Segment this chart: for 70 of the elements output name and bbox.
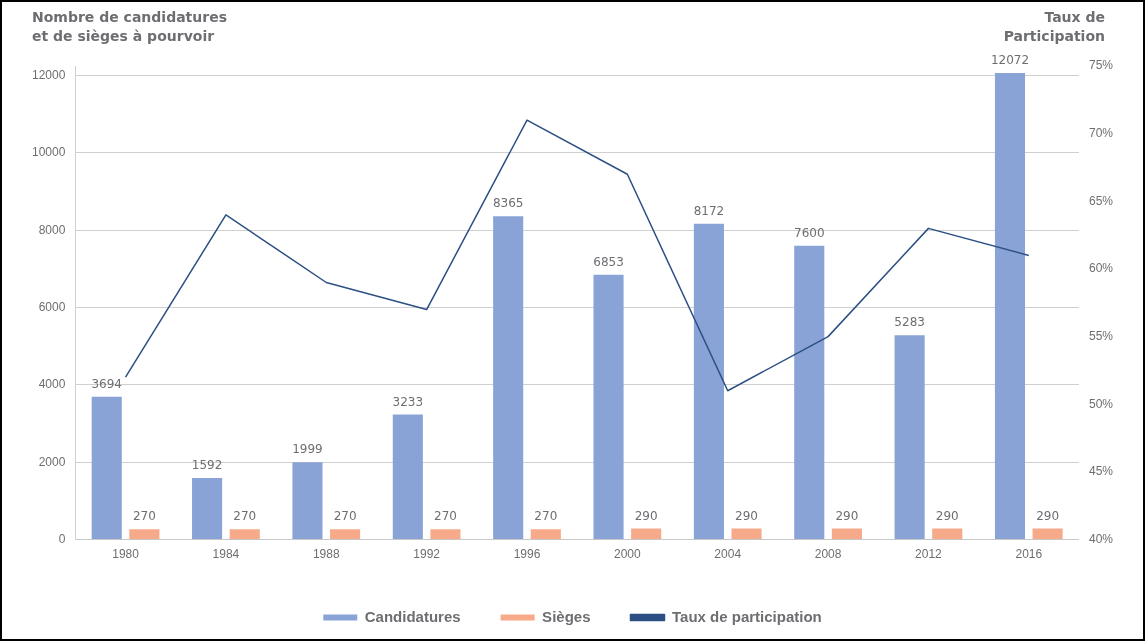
bar <box>192 478 223 540</box>
data-label: 270 <box>132 509 156 524</box>
bar <box>994 72 1026 540</box>
y-tick-label: 12000 <box>31 67 66 82</box>
bar <box>593 274 624 540</box>
y-tick-label: 6000 <box>38 299 66 314</box>
bar <box>91 396 122 540</box>
y2-tick-label: 65% <box>1088 193 1114 208</box>
bar <box>693 223 724 540</box>
x-tick-label: 1984 <box>212 547 240 562</box>
x-tick-label: 2012 <box>915 547 943 562</box>
y-tick-label: 0 <box>58 531 66 546</box>
x-tick-label: 2004 <box>714 547 742 562</box>
legend-label: Sièges <box>542 607 591 625</box>
data-label: 290 <box>1036 508 1060 523</box>
y2-tick-label: 60% <box>1088 261 1114 276</box>
x-tick-label: 1980 <box>112 547 140 562</box>
y-axis-title: Nombre de candidatures et de sièges à pourvoir <box>32 8 228 46</box>
legend-label: Candidatures <box>364 607 461 625</box>
bar <box>1032 528 1063 540</box>
bar <box>430 529 461 540</box>
data-label: 8365 <box>492 196 524 211</box>
bar <box>129 529 160 540</box>
data-label: 7600 <box>793 225 825 240</box>
data-label: 12072 <box>990 53 1030 68</box>
data-label: 1592 <box>191 458 223 473</box>
x-tick-label: 2016 <box>1015 547 1043 562</box>
y2-axis-title: Taux de Participation <box>1003 8 1105 46</box>
y2-tick-label: 40% <box>1088 531 1114 546</box>
x-tick-label: 1992 <box>413 547 441 562</box>
data-label: 3233 <box>392 394 424 409</box>
bar <box>894 335 925 540</box>
y2-tick-label: 50% <box>1088 396 1114 411</box>
data-label: 290 <box>935 508 959 523</box>
bar <box>631 528 662 540</box>
data-label: 1999 <box>292 442 323 457</box>
bar <box>330 529 361 540</box>
y-tick-label: 2000 <box>38 454 66 469</box>
y-tick-label: 8000 <box>38 222 66 237</box>
y2-tick-label: 55% <box>1088 328 1114 343</box>
bar <box>292 462 323 540</box>
data-label: 270 <box>434 509 457 524</box>
y-tick-label: 10000 <box>31 145 66 160</box>
data-label: 270 <box>333 509 357 524</box>
y2-tick-label: 75% <box>1088 58 1114 73</box>
y-tick-label: 4000 <box>38 377 66 392</box>
y2-tick-label: 70% <box>1088 125 1114 140</box>
bar <box>731 528 762 540</box>
data-label: 270 <box>534 509 558 524</box>
x-tick-label: 2008 <box>814 547 842 562</box>
bar <box>392 414 423 540</box>
data-label: 5283 <box>894 315 925 330</box>
bar <box>932 528 963 540</box>
x-tick-label: 1988 <box>312 547 340 562</box>
bar <box>229 529 260 540</box>
data-label: 6853 <box>593 254 624 269</box>
x-tick-label: 1996 <box>513 547 541 562</box>
legend-label: Taux de participation <box>671 607 822 625</box>
bar <box>493 216 524 540</box>
y2-tick-label: 45% <box>1088 464 1114 479</box>
x-tick-label: 2000 <box>614 547 642 562</box>
bar <box>530 529 561 540</box>
data-label: 290 <box>735 508 758 523</box>
data-label: 290 <box>835 508 859 523</box>
bar <box>831 528 862 540</box>
bar <box>794 245 825 540</box>
data-label: 8172 <box>693 203 725 218</box>
data-label: 3694 <box>91 376 123 391</box>
data-label: 290 <box>634 508 658 523</box>
data-label: 270 <box>233 509 257 524</box>
